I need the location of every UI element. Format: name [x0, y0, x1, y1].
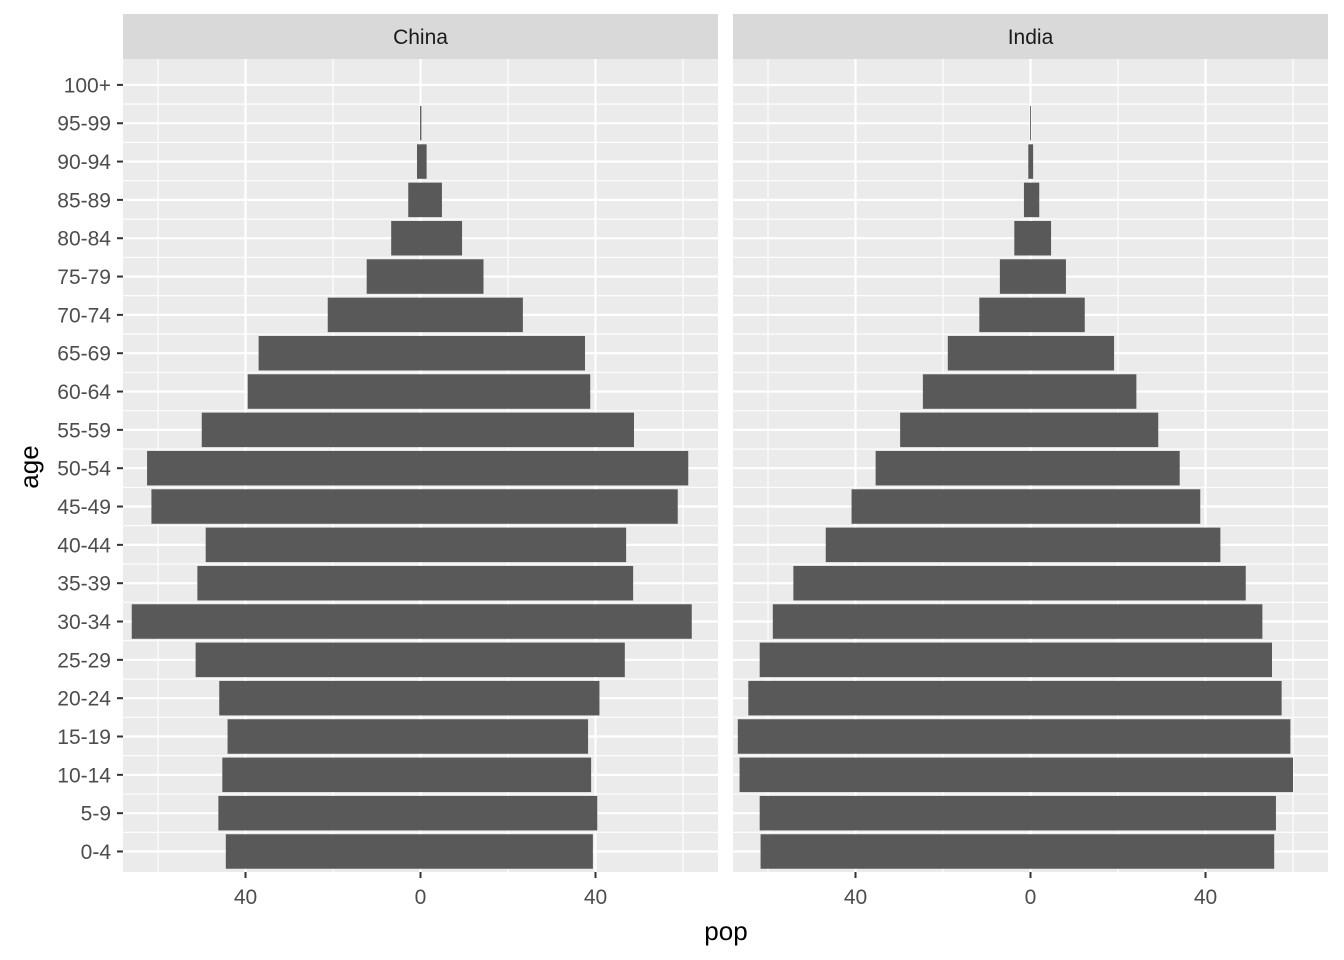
- y-tick-label: 60-64: [57, 381, 111, 404]
- bar-75-79: [999, 259, 1066, 294]
- y-tick-label: 30-34: [57, 611, 111, 634]
- bar-20-24: [748, 680, 1282, 716]
- x-axis-title: pop: [704, 916, 747, 946]
- facet-panels: China 40 0 40 India 40 0 40: [123, 14, 1328, 909]
- x-tick-label: 40: [1194, 886, 1217, 909]
- y-tick-label: 15-19: [57, 726, 111, 749]
- y-tick-label: 90-94: [57, 151, 111, 174]
- y-tick-label: 5-9: [81, 803, 111, 826]
- bar-5-9: [759, 795, 1276, 831]
- bars: [131, 105, 692, 869]
- bar-70-74: [979, 297, 1085, 333]
- x-tick-label: 0: [1025, 886, 1037, 909]
- bar-35-39: [793, 565, 1246, 601]
- facet-strip: China: [123, 14, 718, 59]
- bar-65-69: [258, 335, 585, 371]
- bar-60-64: [922, 374, 1137, 409]
- bar-25-29: [759, 642, 1272, 678]
- bar-0-4: [760, 834, 1275, 869]
- bar-80-84: [1014, 220, 1052, 256]
- bar-30-34: [772, 604, 1263, 639]
- bar-60-64: [247, 374, 591, 409]
- bar-45-49: [851, 489, 1201, 524]
- bar-30-34: [131, 604, 692, 639]
- bar-20-24: [219, 680, 600, 716]
- y-axis-title: age: [14, 445, 44, 488]
- bar-25-29: [195, 642, 625, 678]
- bar-90-94: [1028, 144, 1034, 179]
- bar-15-19: [227, 719, 589, 754]
- x-axis: 40 0 40: [234, 872, 607, 909]
- y-tick-label: 80-84: [57, 228, 111, 251]
- bar-85-89: [408, 182, 442, 218]
- y-tick-label: 0-4: [81, 841, 112, 864]
- bar-35-39: [197, 565, 634, 601]
- facet-strip-bg: [733, 14, 1328, 59]
- panel-india: India 40 0 40: [733, 14, 1328, 909]
- bar-95-99: [1030, 105, 1031, 141]
- bar-50-54: [147, 450, 689, 486]
- bar-90-94: [417, 144, 427, 179]
- y-tick-label: 10-14: [57, 764, 111, 787]
- x-tick-label: 40: [844, 886, 867, 909]
- facet-strip-bg: [123, 14, 718, 59]
- x-axis: 40 0 40: [844, 872, 1217, 909]
- y-tick-label: 95-99: [57, 113, 111, 136]
- bar-5-9: [218, 795, 598, 831]
- facet-strip-label: India: [1008, 26, 1054, 49]
- bar-10-14: [739, 757, 1293, 793]
- bar-45-49: [151, 489, 678, 524]
- bar-70-74: [327, 297, 523, 333]
- y-tick-label: 25-29: [57, 649, 111, 672]
- facet-strip-label: China: [393, 26, 448, 49]
- bar-55-59: [900, 412, 1159, 448]
- bar-40-44: [825, 527, 1221, 563]
- bar-85-89: [1023, 182, 1040, 218]
- facet-strip: India: [733, 14, 1328, 59]
- bar-75-79: [366, 259, 484, 294]
- bar-10-14: [222, 757, 592, 793]
- y-tick-label: 20-24: [57, 688, 111, 711]
- x-tick-label: 40: [584, 886, 607, 909]
- y-tick-label: 70-74: [57, 304, 111, 327]
- panel-china: China 40 0 40: [123, 14, 718, 909]
- bar-80-84: [391, 220, 463, 256]
- y-tick-label: 65-69: [57, 343, 111, 366]
- y-tick-label: 35-39: [57, 573, 111, 596]
- y-tick-label: 100+: [64, 74, 111, 97]
- y-tick-label: 85-89: [57, 189, 111, 212]
- bar-50-54: [875, 450, 1180, 486]
- y-tick-label: 40-44: [57, 534, 111, 557]
- bar-15-19: [737, 719, 1291, 754]
- x-tick-label: 40: [234, 886, 257, 909]
- bar-65-69: [947, 335, 1115, 371]
- y-axis: 0-4 5-9 10-14 15-19 20-24 25-29 30-34 35-39 40-4…: [57, 74, 123, 864]
- y-tick-label: 50-54: [57, 458, 111, 481]
- bar-55-59: [201, 412, 634, 448]
- bar-95-99: [420, 105, 422, 141]
- y-tick-label: 45-49: [57, 496, 111, 519]
- y-tick-label: 75-79: [57, 266, 111, 289]
- bar-40-44: [205, 527, 627, 563]
- bar-0-4: [225, 834, 593, 869]
- y-tick-label: 55-59: [57, 419, 111, 442]
- bars: [737, 105, 1293, 869]
- x-tick-label: 0: [415, 886, 427, 909]
